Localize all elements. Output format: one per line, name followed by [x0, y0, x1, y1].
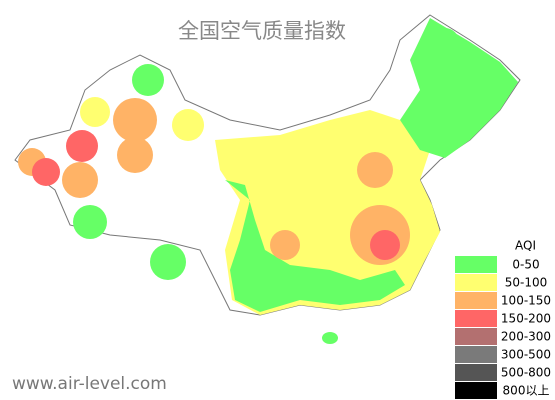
green-patch: [150, 244, 186, 280]
green-northeast: [400, 18, 518, 158]
green-patch: [431, 28, 459, 56]
legend-swatch: [455, 364, 497, 381]
legend-swatch: [455, 274, 497, 291]
red-patch: [370, 230, 400, 260]
legend-label: 800以上: [503, 384, 550, 398]
legend-swatch: [455, 382, 497, 399]
green-patch: [73, 205, 107, 239]
legend-label: 100-150: [501, 294, 551, 308]
legend-swatch: [455, 328, 497, 345]
legend-label: 300-500: [501, 348, 551, 362]
map-shapes: [14, 14, 521, 344]
map-title: 全国空气质量指数: [178, 19, 346, 43]
legend-label: 500-800: [501, 366, 551, 380]
legend: AQI 0-50 50-100 100-150 150-200 200-300 300-5…: [454, 235, 555, 400]
watermark: www.air-level.com: [12, 374, 167, 394]
red-patch: [32, 158, 60, 186]
orange-patch: [270, 230, 300, 260]
yellow-patch: [172, 109, 204, 141]
legend-label: 200-300: [501, 330, 551, 344]
orange-patch: [117, 137, 153, 173]
legend-swatch: [455, 346, 497, 363]
orange-patch: [113, 98, 157, 142]
orange-patch: [357, 152, 393, 188]
red-patch: [66, 130, 98, 162]
orange-patch: [62, 162, 98, 198]
legend-label: 50-100: [505, 276, 548, 290]
island: [322, 332, 338, 344]
legend-label: 150-200: [501, 312, 551, 326]
green-southwest: [225, 180, 405, 312]
yellow-patch: [80, 97, 110, 127]
legend-swatch: [455, 310, 497, 327]
green-patch: [132, 64, 164, 96]
legend-swatch: [455, 256, 497, 273]
legend-title: AQI: [515, 239, 536, 253]
legend-swatch: [455, 292, 497, 309]
legend-label: 0-50: [512, 258, 539, 272]
